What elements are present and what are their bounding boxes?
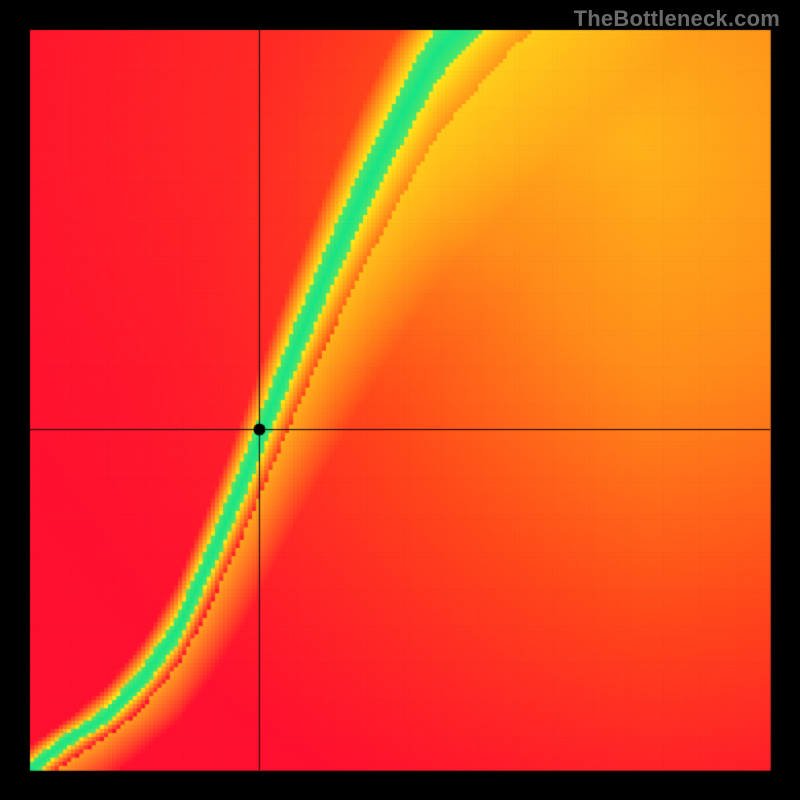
watermark-text: TheBottleneck.com bbox=[574, 6, 780, 32]
bottleneck-heatmap bbox=[0, 0, 800, 800]
